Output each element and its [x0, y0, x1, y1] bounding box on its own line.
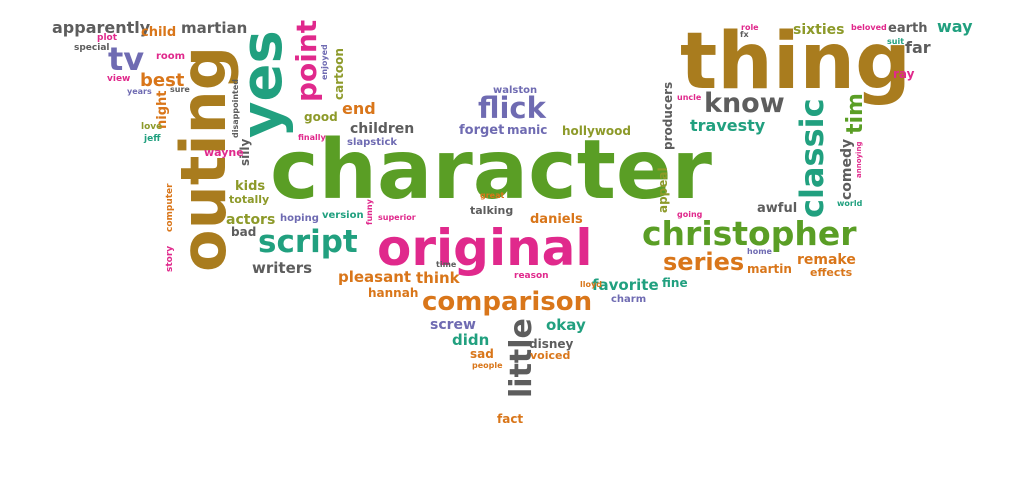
word-remake: remake [797, 252, 856, 268]
word-charm: charm [611, 294, 646, 305]
word-great: great [480, 191, 504, 200]
word-annoying: annoying [855, 142, 863, 178]
word-best: best [140, 70, 185, 91]
word-disappointed: disappointed [231, 79, 240, 138]
word-martian: martian [181, 19, 247, 37]
word-computer: computer [165, 183, 175, 232]
word-effects: effects [810, 266, 853, 279]
word-people: people [472, 361, 503, 370]
word-producers: producers [661, 82, 675, 150]
word-role: role [741, 23, 759, 32]
word-wayne: wayne [204, 146, 244, 159]
word-sure: sure [170, 85, 190, 94]
word-end: end [342, 99, 376, 118]
word-fine: fine [662, 276, 688, 290]
word-appeal: appeal [656, 167, 670, 213]
word-funny: funny [365, 198, 374, 225]
word-comparison: comparison [422, 287, 592, 317]
word-yes: yes [230, 30, 295, 138]
word-script: script [258, 224, 358, 260]
word-home: home [747, 247, 773, 256]
word-martin: martin [747, 262, 792, 276]
word-ray: ray [893, 67, 915, 81]
word-outing: outing [167, 46, 240, 272]
word-thing: thing [680, 17, 911, 107]
word-travesty: travesty [690, 116, 766, 135]
word-know: know [704, 88, 785, 119]
word-reason: reason [514, 271, 549, 281]
word-child: child [141, 25, 176, 40]
word-pleasant: pleasant [338, 268, 411, 286]
word-far: far [905, 38, 931, 57]
word-think: think [416, 269, 461, 287]
word-christopher: christopher [642, 214, 857, 253]
word-comedy: comedy [839, 139, 855, 200]
word-story: story [165, 246, 175, 272]
word-special: special [74, 43, 109, 53]
word-sad: sad [470, 347, 494, 361]
word-hollywood: hollywood [562, 124, 631, 138]
word-slapstick: slapstick [347, 137, 397, 148]
word-uncle: uncle [677, 93, 702, 102]
word-version: version [322, 210, 364, 221]
word-point: point [290, 20, 323, 102]
word-good: good [304, 110, 338, 124]
word-actors: actors [226, 212, 275, 228]
word-walston: walston [493, 85, 537, 96]
word-earth: earth [888, 21, 927, 36]
word-plot: plot [97, 33, 118, 43]
word-totally: totally [229, 193, 269, 206]
word-apparently: apparently [52, 18, 151, 37]
word-hoping: hoping [280, 213, 319, 224]
word-fx: fx [740, 30, 749, 39]
word-bad: bad [231, 225, 256, 239]
word-night: night [155, 91, 170, 130]
word-world: world [837, 199, 863, 208]
word-hannah: hannah [368, 286, 418, 300]
word-suit: suit [887, 37, 904, 46]
word-lloyd: lloyd [580, 280, 602, 289]
word-years: years [127, 87, 152, 96]
word-view: view [107, 74, 130, 84]
word-room: room [156, 51, 185, 62]
word-manic: manic [507, 123, 547, 137]
word-original: original [377, 219, 593, 277]
word-way: way [937, 17, 973, 36]
word-time: time [436, 260, 457, 269]
word-beloved: beloved [851, 23, 887, 32]
word-little: little [504, 318, 539, 398]
word-kids: kids [235, 179, 265, 194]
word-voiced: voiced [530, 349, 570, 362]
word-series: series [663, 248, 744, 276]
word-classic: classic [793, 98, 831, 218]
word-enjoyed: enjoyed [320, 44, 329, 80]
word-didn: didn [452, 331, 489, 349]
word-tim: tim [843, 93, 868, 134]
word-screw: screw [430, 317, 476, 333]
word-fact: fact [497, 412, 523, 426]
word-tv: tv [108, 40, 144, 78]
word-superior: superior [378, 213, 416, 222]
word-finally: finally [298, 133, 327, 142]
word-flick: flick [478, 91, 547, 125]
word-love: love [141, 122, 162, 132]
word-disney: disney [529, 337, 574, 351]
word-going: going [677, 210, 703, 219]
word-daniels: daniels [530, 212, 583, 227]
word-awful: awful [757, 201, 797, 216]
word-jeff: jeff [143, 134, 161, 144]
word-talking: talking [470, 204, 513, 217]
word-forget: forget [459, 123, 504, 138]
word-sixties: sixties [793, 22, 844, 38]
word-favorite: favorite [592, 276, 659, 294]
word-cartoon: cartoon [332, 48, 346, 100]
word-okay: okay [546, 316, 586, 334]
word-silly: silly [238, 139, 252, 166]
word-children: children [350, 121, 414, 137]
word-writers: writers [252, 259, 312, 277]
word-character: character [270, 123, 713, 218]
